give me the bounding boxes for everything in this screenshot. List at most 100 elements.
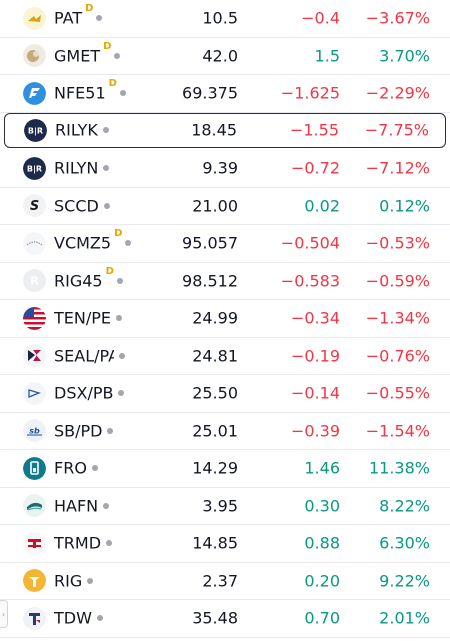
last-price: 25.50: [192, 383, 238, 403]
watchlist-row-rig45[interactable]: R RIG45 D 98.512 −0.583 −0.59%: [0, 263, 450, 300]
change-percent: −7.12%: [365, 158, 430, 178]
change-value: −0.39: [290, 421, 340, 441]
symbol-label: FRO: [54, 458, 87, 478]
us-flag-logo-icon: [23, 306, 46, 330]
change-percent: 2.01%: [379, 608, 430, 628]
change-percent: −1.34%: [365, 308, 430, 328]
last-price: 42.0: [202, 46, 238, 66]
symbol-label: SEAL/PA: [54, 346, 114, 366]
change-percent: −3.67%: [365, 8, 430, 28]
symbol-label: HAFN: [54, 496, 99, 516]
svg-text:S: S: [30, 199, 39, 214]
status-dot-icon: [103, 202, 110, 209]
chevron-right-icon: ›: [1, 610, 6, 619]
svg-text:B|R: B|R: [28, 126, 43, 135]
symbol-label: TDW: [54, 608, 92, 628]
status-dot-icon: [103, 502, 110, 509]
change-value: −1.55: [289, 120, 339, 140]
svg-text:sb: sb: [29, 427, 40, 436]
last-price: 2.37: [202, 571, 238, 591]
change-percent: −0.55%: [365, 383, 430, 403]
watchlist-row-dsx-pb[interactable]: DSX/PB 25.50 −0.14 −0.55%: [0, 375, 450, 413]
watchlist-row-rig[interactable]: RIG 2.37 0.20 9.22%: [0, 563, 450, 600]
status-dot-icon: [107, 427, 114, 434]
symbol-label: TRMD: [54, 533, 102, 553]
status-dot-icon: [125, 240, 132, 247]
watchlist-row-seal-pa[interactable]: SEAL/PA 24.81 −0.19 −0.76%: [0, 338, 450, 375]
watchlist-row-pat[interactable]: PAT D 10.5 −0.4 −3.67%: [0, 0, 450, 38]
last-price: 69.375: [182, 83, 238, 103]
watchlist-row-sccd[interactable]: S SCCD 21.00 0.02 0.12%: [0, 188, 450, 225]
change-value: −0.4: [301, 8, 340, 28]
change-value: −0.34: [290, 308, 340, 328]
change-value: 0.30: [304, 496, 340, 516]
change-percent: 11.38%: [368, 458, 430, 478]
change-percent: −1.54%: [365, 421, 430, 441]
watchlist-row-trmd[interactable]: TRMD 14.85 0.88 6.30%: [0, 525, 450, 563]
change-percent: −0.76%: [365, 346, 430, 366]
dsx-logo-icon: [23, 381, 46, 405]
change-value: −0.19: [290, 346, 340, 366]
symbol-label: SCCD: [54, 196, 99, 216]
change-percent: 9.22%: [379, 571, 430, 591]
status-dot-icon: [96, 615, 103, 622]
change-value: 1.46: [304, 458, 340, 478]
rig-generic-logo-icon: R: [23, 269, 46, 293]
symbol-label: PAT: [54, 8, 83, 28]
delayed-badge: D: [108, 78, 117, 89]
last-price: 21.00: [192, 196, 238, 216]
gmet-logo-icon: [23, 44, 46, 68]
pat-logo-icon: [23, 6, 46, 30]
svg-text:B|R: B|R: [27, 164, 42, 173]
symbol-label: GMET: [54, 46, 101, 66]
change-percent: 6.30%: [379, 533, 430, 553]
status-dot-icon: [96, 15, 103, 22]
last-price: 98.512: [182, 271, 238, 291]
status-dot-icon: [103, 165, 110, 172]
watchlist-row-rilyn[interactable]: B|R RILYN 9.39 −0.72 −7.12%: [0, 150, 450, 188]
symbol-label: NFE51: [54, 83, 106, 103]
delayed-badge: D: [85, 3, 94, 14]
change-value: 0.20: [304, 571, 340, 591]
status-dot-icon: [116, 315, 122, 322]
status-dot-icon: [106, 540, 113, 547]
symbol-label: RILYN: [54, 158, 99, 178]
fro-logo-icon: [23, 456, 46, 480]
symbol-label: DSX/PB: [54, 383, 114, 403]
change-value: 0.70: [304, 608, 340, 628]
watchlist-row-tdw[interactable]: TDW 35.48 0.70 2.01%: [0, 600, 450, 638]
collapse-handle[interactable]: ›: [0, 600, 8, 628]
seal-logo-icon: [23, 344, 46, 368]
status-dot-icon: [119, 90, 126, 97]
change-percent: 8.22%: [379, 496, 430, 516]
last-price: 3.95: [202, 496, 238, 516]
watchlist-row-vcmz5[interactable]: VCMZ5 D 95.057 −0.504 −0.53%: [0, 225, 450, 263]
sb-logo-icon: sb: [23, 419, 46, 443]
change-value: −0.14: [290, 383, 340, 403]
watchlist-row-gmet[interactable]: GMET D 42.0 1.5 3.70%: [0, 38, 450, 75]
status-dot-icon: [118, 390, 125, 397]
symbol-label: RIG45: [54, 271, 103, 291]
last-price: 24.99: [192, 308, 238, 328]
change-value: 1.5: [314, 46, 340, 66]
last-price: 35.48: [192, 608, 238, 628]
brily-logo-icon: B|R: [24, 118, 47, 142]
status-dot-icon: [114, 52, 121, 59]
last-price: 24.81: [192, 346, 238, 366]
sccd-logo-icon: S: [23, 194, 46, 218]
change-value: −0.504: [280, 233, 340, 253]
watchlist-row-rilyk[interactable]: B|R RILYK 18.45 −1.55 −7.75%: [4, 112, 446, 148]
status-dot-icon: [119, 352, 125, 359]
delayed-badge: D: [103, 40, 112, 52]
change-percent: −2.29%: [365, 83, 430, 103]
last-price: 9.39: [202, 158, 238, 178]
watchlist-row-sb-pd[interactable]: sb SB/PD 25.01 −0.39 −1.54%: [0, 413, 450, 450]
hafn-logo-icon: [23, 494, 46, 518]
rig-logo-icon: [23, 569, 46, 593]
watchlist-row-fro[interactable]: FRO 14.29 1.46 11.38%: [0, 450, 450, 488]
watchlist-row-ten-pe[interactable]: TEN/PE 24.99 −0.34 −1.34%: [0, 300, 450, 338]
watchlist-row-hafn[interactable]: HAFN 3.95 0.30 8.22%: [0, 488, 450, 525]
change-value: −0.583: [280, 271, 340, 291]
last-price: 14.29: [192, 458, 238, 478]
watchlist-row-nfe51[interactable]: NFE51 D 69.375 −1.625 −2.29%: [0, 75, 450, 113]
